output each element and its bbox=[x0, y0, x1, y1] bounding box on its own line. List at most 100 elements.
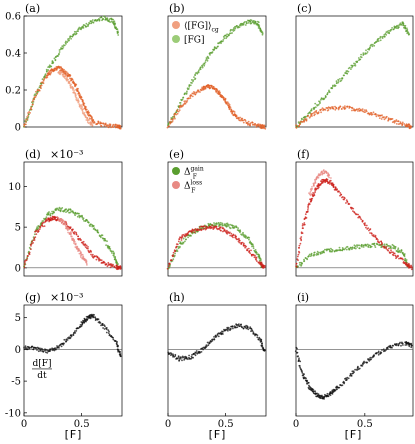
data-point bbox=[388, 247, 390, 250]
data-point bbox=[236, 326, 239, 329]
data-point bbox=[298, 250, 300, 253]
data-point bbox=[238, 237, 240, 240]
data-point bbox=[312, 184, 315, 187]
data-point bbox=[79, 106, 82, 108]
data-point bbox=[233, 111, 236, 113]
data-point bbox=[344, 105, 346, 107]
data-point bbox=[226, 326, 229, 329]
data-point bbox=[45, 216, 48, 219]
data-point bbox=[301, 224, 304, 227]
data-point bbox=[383, 35, 386, 38]
data-point bbox=[320, 111, 322, 114]
data-point bbox=[37, 347, 40, 350]
data-point bbox=[209, 87, 212, 89]
data-point bbox=[349, 246, 352, 249]
data-point bbox=[304, 216, 307, 219]
data-point bbox=[51, 218, 54, 221]
data-point bbox=[96, 229, 99, 232]
data-point bbox=[30, 242, 33, 245]
panel-f-series-0 bbox=[295, 242, 410, 268]
data-point bbox=[194, 77, 197, 80]
data-point bbox=[58, 52, 60, 55]
data-point bbox=[197, 229, 200, 232]
data-point bbox=[213, 47, 216, 50]
data-point bbox=[186, 100, 189, 102]
data-point bbox=[189, 97, 192, 99]
data-point bbox=[364, 224, 366, 227]
data-point bbox=[381, 114, 383, 117]
data-point bbox=[75, 233, 78, 236]
data-point bbox=[198, 69, 200, 72]
data-point bbox=[178, 109, 181, 111]
data-point bbox=[401, 121, 404, 124]
data-point bbox=[82, 25, 84, 28]
data-point bbox=[246, 326, 249, 329]
data-point bbox=[404, 27, 407, 29]
data-point bbox=[199, 91, 201, 93]
data-point bbox=[63, 338, 66, 341]
panel-b-series-1 bbox=[166, 84, 267, 130]
data-point bbox=[315, 188, 318, 191]
data-point bbox=[250, 19, 253, 22]
data-point bbox=[300, 117, 303, 120]
data-point bbox=[171, 120, 174, 123]
data-point bbox=[101, 234, 104, 237]
data-point bbox=[329, 394, 332, 397]
data-point bbox=[58, 51, 61, 53]
data-point bbox=[303, 217, 306, 220]
data-point bbox=[263, 124, 266, 127]
data-point bbox=[221, 222, 224, 225]
data-point bbox=[243, 234, 245, 236]
data-point bbox=[80, 239, 82, 241]
data-point bbox=[350, 374, 353, 377]
data-point bbox=[315, 395, 317, 398]
data-point bbox=[73, 89, 75, 92]
data-point bbox=[79, 252, 82, 255]
data-point bbox=[79, 250, 82, 253]
data-point bbox=[170, 118, 173, 121]
data-point bbox=[194, 93, 197, 96]
data-point bbox=[69, 226, 72, 229]
data-point bbox=[257, 338, 260, 341]
data-point bbox=[39, 85, 42, 88]
data-point bbox=[346, 201, 349, 203]
data-point bbox=[230, 328, 232, 330]
data-point bbox=[369, 228, 372, 230]
data-point bbox=[194, 354, 197, 357]
data-point bbox=[33, 233, 36, 236]
data-point bbox=[207, 344, 210, 347]
data-point bbox=[387, 249, 390, 252]
data-point bbox=[304, 213, 307, 216]
data-point bbox=[206, 341, 209, 344]
data-point bbox=[335, 107, 338, 110]
data-point bbox=[341, 77, 344, 80]
data-point bbox=[73, 240, 76, 243]
data-point bbox=[177, 240, 180, 243]
data-point bbox=[370, 245, 373, 248]
data-point bbox=[184, 102, 187, 105]
data-point bbox=[406, 30, 409, 33]
data-point bbox=[46, 219, 49, 222]
data-point bbox=[301, 262, 303, 265]
data-point bbox=[59, 73, 62, 76]
data-point bbox=[226, 229, 228, 232]
data-point bbox=[112, 336, 114, 339]
data-point bbox=[224, 34, 227, 37]
data-point bbox=[300, 263, 303, 266]
data-point bbox=[25, 119, 27, 121]
data-point bbox=[365, 109, 368, 112]
data-point bbox=[224, 230, 227, 233]
data-point bbox=[346, 245, 349, 248]
data-point bbox=[112, 18, 115, 21]
data-point bbox=[334, 186, 337, 189]
data-point bbox=[264, 349, 266, 352]
data-point bbox=[77, 98, 79, 100]
data-point bbox=[175, 246, 178, 248]
data-point bbox=[252, 247, 255, 250]
data-point bbox=[105, 244, 107, 247]
data-point bbox=[298, 261, 301, 264]
data-point bbox=[297, 125, 300, 127]
data-point bbox=[377, 353, 380, 356]
data-point bbox=[228, 103, 231, 106]
data-point bbox=[177, 245, 180, 248]
